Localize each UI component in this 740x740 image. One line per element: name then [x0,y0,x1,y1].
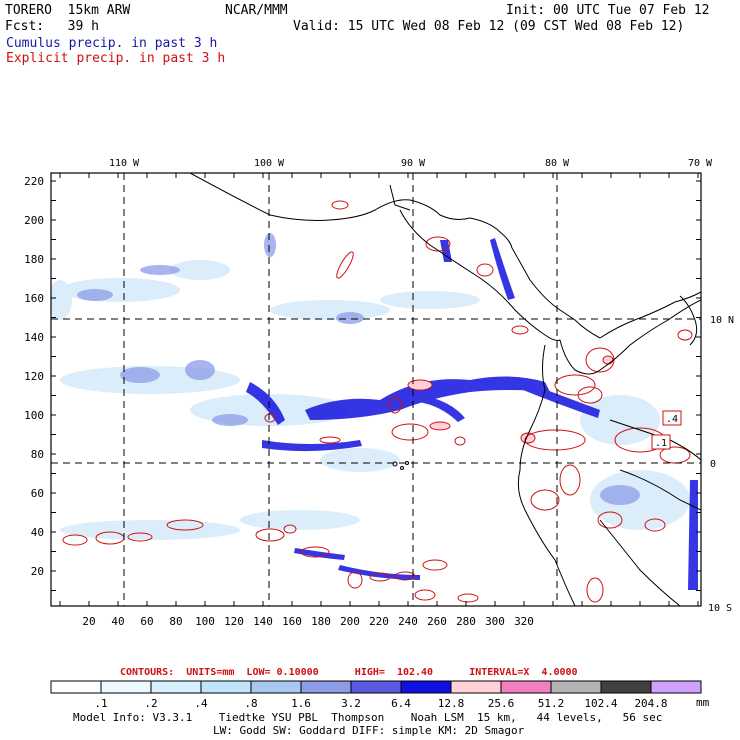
init-time: Init: 00 UTC Tue 07 Feb 12 [506,3,710,18]
x-index-label: 40 [111,615,124,628]
colorbar [50,680,702,694]
explicit-precip-contours [62,200,693,603]
colorbar-swatch [300,680,352,694]
colorbar-label: 6.4 [391,697,411,710]
lon-label: 80 W [545,158,570,169]
colorbar-label: 3.2 [341,697,361,710]
colorbar-swatch [450,680,502,694]
lat-label: 0 [710,459,716,470]
top-longitude-labels: 110 W 100 W 90 W 80 W 70 W [109,158,713,169]
organization: NCAR/MMM [225,3,288,18]
x-index-label: 200 [340,615,360,628]
legend-cumulus: Cumulus precip. in past 3 h [6,36,218,51]
colorbar-swatch [200,680,252,694]
y-index-label: 180 [24,253,44,266]
colorbar-swatch [400,680,452,694]
x-index-label: 220 [369,615,389,628]
valid-time: Valid: 15 UTC Wed 08 Feb 12 (09 CST Wed … [293,19,685,34]
x-index-label: 160 [282,615,302,628]
x-index-label: 300 [485,615,505,628]
colorbar-label: 102.4 [584,697,618,710]
lon-label: 110 W [109,158,140,169]
colorbar-label: 51.2 [537,697,565,710]
y-index-labels: 220 200 180 160 140 120 100 80 60 40 20 [24,175,44,578]
x-index-label: 260 [427,615,447,628]
x-index-label: 80 [169,615,182,628]
axis-ticks [51,173,701,606]
x-index-label: 20 [82,615,95,628]
cumulus-precip-heavy [246,238,698,590]
colorbar-label: .2 [144,697,158,710]
y-index-label: 220 [24,175,44,188]
colorbar-swatch [250,680,302,694]
y-index-label: 140 [24,331,44,344]
y-index-label: 100 [24,409,44,422]
x-index-labels: 20 40 60 80 100 120 140 160 180 200 220 240 260 280 30… [82,615,534,628]
lat-label: 10 S [708,603,732,614]
colorbar-label: .1 [94,697,108,710]
y-index-label: 120 [24,370,44,383]
colorbar-units: mm [696,696,710,709]
map-field [51,173,701,606]
colorbar-label: 204.8 [634,697,668,710]
x-index-label: 140 [253,615,273,628]
lon-label: 100 W [254,158,285,169]
y-index-label: 20 [31,565,44,578]
model-info: Model Info: V3.3.1 Tiedtke YSU PBL Thomp… [73,711,663,724]
x-index-label: 120 [224,615,244,628]
model-title: TORERO 15km ARW [5,3,131,18]
colorbar-swatch [50,680,102,694]
y-index-label: 60 [31,487,44,500]
colorbar-label: 12.8 [437,697,465,710]
coastlines [189,173,701,606]
lon-label: 90 W [401,158,426,169]
colorbar-label: .4 [194,697,208,710]
forecast-hour: Fcst: 39 h [5,19,99,34]
right-latitude-labels: 10 N 0 10 S [708,315,734,614]
colorbar-swatch [500,680,552,694]
colorbar-label: .8 [244,697,258,710]
colorbar-swatch [350,680,402,694]
x-index-label: 60 [140,615,153,628]
contour-info: CONTOURS: UNITS=mm LOW= 0.10000 HIGH= 10… [120,667,578,678]
y-index-label: 200 [24,214,44,227]
legend-explicit: Explicit precip. in past 3 h [6,51,226,66]
contour-label-a: .4 [666,414,678,425]
colorbar-swatch [150,680,202,694]
y-index-label: 160 [24,292,44,305]
lon-label: 70 W [688,158,713,169]
colorbar-swatch [550,680,602,694]
explicit-precip-pink [407,355,614,444]
colorbar-label: 1.6 [291,697,311,710]
x-index-label: 280 [456,615,476,628]
lat-label: 10 N [710,315,734,326]
model-physics: LW: Godd SW: Goddard DIFF: simple KM: 2D… [213,724,525,737]
x-index-label: 240 [398,615,418,628]
y-index-label: 40 [31,526,44,539]
x-index-label: 100 [195,615,215,628]
x-index-label: 320 [514,615,534,628]
x-index-label: 180 [311,615,331,628]
colorbar-swatch [600,680,652,694]
y-index-label: 80 [31,448,44,461]
latlon-grid [51,173,701,606]
colorbar-swatch [100,680,152,694]
plot-frame [50,172,702,607]
colorbar-label: 25.6 [487,697,515,710]
contour-label-b: .1 [655,438,667,449]
cumulus-precip-medium [77,233,640,505]
colorbar-swatch [650,680,702,694]
contour-value-labels: .4 .1 [651,410,682,450]
